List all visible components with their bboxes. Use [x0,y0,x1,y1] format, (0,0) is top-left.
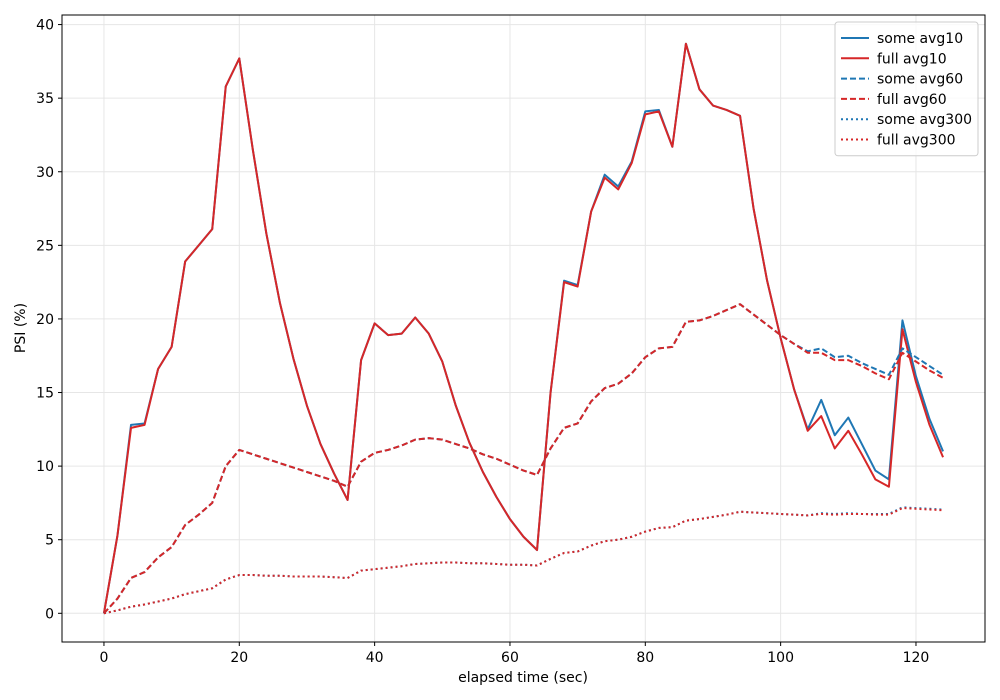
legend-label: full avg10 [877,51,947,67]
y-tick-label: 0 [45,606,54,622]
y-tick-label: 10 [36,459,54,475]
x-tick-label: 20 [230,650,248,666]
y-tick-label: 20 [36,312,54,328]
x-tick-label: 60 [501,650,519,666]
x-tick-label: 0 [99,650,108,666]
x-axis-label: elapsed time (sec) [458,670,588,686]
y-tick-label: 40 [36,18,54,34]
legend: some avg10 full avg10 some avg60 full avg60… [834,21,979,157]
series-line [102,42,944,614]
x-tick-label: 100 [767,650,794,666]
plot-frame [61,14,986,643]
y-tick-label: 30 [36,165,54,181]
legend-label: full avg300 [877,133,956,149]
y-tick-label: 25 [36,238,54,254]
series-line [103,507,944,615]
legend-label: some avg60 [877,72,963,88]
legend-label: some avg10 [877,31,963,47]
series-line [103,303,944,614]
legend-label: full avg60 [877,92,947,108]
x-tick-label: 120 [903,650,930,666]
y-axis-label: PSI (%) [13,303,29,353]
x-tick-label: 80 [636,650,654,666]
x-tick-label: 40 [366,650,384,666]
legend-label: some avg300 [877,112,972,128]
y-tick-label: 35 [36,91,54,107]
legend-box [834,21,979,157]
y-tick-label: 15 [36,386,54,402]
y-tick-label: 5 [45,533,54,549]
